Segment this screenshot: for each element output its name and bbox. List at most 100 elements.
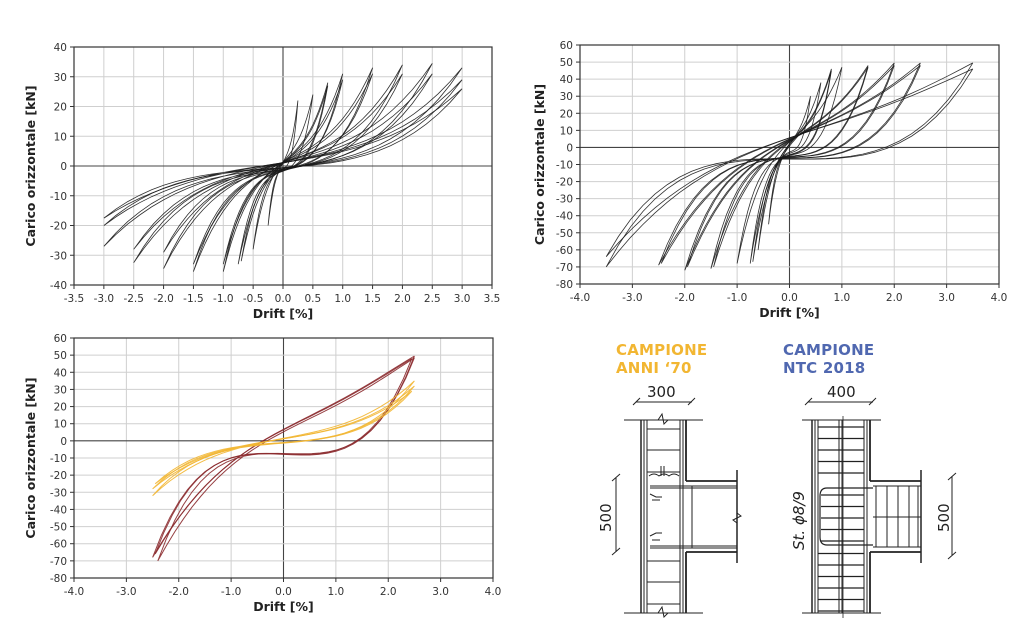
hysteresis-cycle xyxy=(193,67,373,272)
x-axis-label: Drift [%] xyxy=(253,599,314,614)
drawing-old-joint: 300 500 xyxy=(600,383,742,619)
hysteresis-cycle xyxy=(710,65,869,269)
y-tick-label: 50 xyxy=(54,350,67,362)
y-tick-label: -80 xyxy=(50,573,67,585)
y-tick-label: -10 xyxy=(556,160,573,172)
y-tick-label: -10 xyxy=(50,453,67,465)
y-tick-label: 30 xyxy=(560,91,573,103)
y-tick-label: -50 xyxy=(50,522,67,534)
y-tick-label: 10 xyxy=(560,125,573,137)
x-tick-label: -3.0 xyxy=(94,293,115,305)
y-tick-label: -40 xyxy=(50,504,67,516)
y-tick-label: -30 xyxy=(50,487,67,499)
x-tick-label: -1.0 xyxy=(221,586,242,598)
hysteresis-cycle xyxy=(768,96,811,225)
y-tick-label: 50 xyxy=(560,57,573,69)
chart-top-left: -3.5 -3.0 -2.5 -2.0 -1.5 -1.0 -0.5 0.0 0.5 1.0 1.5… xyxy=(23,42,500,321)
hysteresis-cycle xyxy=(222,79,344,265)
hysteresis-cycle xyxy=(713,66,869,268)
y-tick-label: -20 xyxy=(556,177,573,189)
y-tick-label: -20 xyxy=(50,221,67,233)
y-axis-label: Carico orizzontale [kN] xyxy=(23,377,38,538)
sample-old-heading: CAMPIONE ANNI ‘70 xyxy=(616,341,707,377)
y-tick-label: -80 xyxy=(556,279,573,291)
hysteresis-cycle xyxy=(605,62,974,268)
hysteresis-cycle xyxy=(222,73,344,272)
series-0 xyxy=(605,62,974,271)
y-tick-label: -60 xyxy=(556,245,573,257)
chart-bottom-left: -4.0 -3.0 -2.0 -1.0 0.0 1.0 2.0 3.0 4.0 -80 -70 -60… xyxy=(23,333,502,614)
x-tick-label: -1.5 xyxy=(183,293,204,305)
x-tick-label: -0.5 xyxy=(243,293,264,305)
hysteresis-cycle xyxy=(152,355,415,558)
plot-frame xyxy=(579,44,1000,285)
chart-top-right: -4.0 -3.0 -2.0 -1.0 0.0 1.0 2.0 3.0 4.0 -80 -70 -60… xyxy=(532,40,1008,320)
x-tick-label: 4.0 xyxy=(991,292,1008,304)
y-tick-label: -30 xyxy=(50,250,67,262)
x-axis-label: Drift [%] xyxy=(759,305,820,320)
y-tick-label: -10 xyxy=(50,191,67,203)
y-tick-label: -70 xyxy=(50,556,67,568)
y-tick-label: -70 xyxy=(556,262,573,274)
hysteresis-cycle xyxy=(687,65,895,268)
drawing-new-joint: 400 500 St. ϕ8/9 xyxy=(790,383,957,618)
hysteresis-cycle xyxy=(163,73,403,253)
series-1 xyxy=(152,380,415,497)
hysteresis-cycle xyxy=(658,62,921,266)
y-tick-label: -30 xyxy=(556,194,573,206)
x-tick-label: 1.5 xyxy=(364,293,381,305)
y-tick-label: -20 xyxy=(50,470,67,482)
hysteresis-cycle xyxy=(267,100,299,226)
x-tick-label: -1.0 xyxy=(727,292,748,304)
y-tick-label: 0 xyxy=(60,161,67,173)
x-tick-label: -3.0 xyxy=(622,292,643,304)
x-tick-label: 4.0 xyxy=(485,586,502,598)
y-tick-label: 60 xyxy=(54,333,67,345)
sample-new-heading: CAMPIONE NTC 2018 xyxy=(783,341,874,377)
plot-frame xyxy=(73,46,493,286)
x-tick-label: -2.0 xyxy=(675,292,696,304)
stirrup-label: St. ϕ8/9 xyxy=(790,491,808,550)
y-tick-label: 10 xyxy=(54,131,67,143)
x-tick-label: 3.0 xyxy=(454,293,471,305)
x-tick-label: 1.0 xyxy=(834,292,851,304)
hysteresis-cycle xyxy=(103,88,463,219)
hysteresis-cycle xyxy=(660,65,921,264)
dim-height-new: 500 xyxy=(935,503,953,532)
x-tick-label: 0.5 xyxy=(305,293,322,305)
x-tick-label: 2.0 xyxy=(394,293,411,305)
hysteresis-cycle xyxy=(154,390,413,485)
x-tick-label: 2.0 xyxy=(380,586,397,598)
y-tick-label: 0 xyxy=(60,436,67,448)
hysteresis-cycle xyxy=(237,82,329,265)
x-tick-label: -1.0 xyxy=(213,293,234,305)
y-tick-label: 60 xyxy=(560,40,573,52)
y-tick-label: 40 xyxy=(54,42,67,54)
y-axis-label: Carico orizzontale [kN] xyxy=(532,84,547,245)
y-tick-label: 10 xyxy=(54,419,67,431)
plot-frame xyxy=(73,337,494,579)
x-tick-label: -4.0 xyxy=(64,586,85,598)
hysteresis-cycle xyxy=(133,73,433,250)
x-tick-label: 2.5 xyxy=(424,293,441,305)
y-tick-label: 20 xyxy=(54,402,67,414)
x-tick-label: 3.0 xyxy=(432,586,449,598)
y-axis-label: Carico orizzontale [kN] xyxy=(23,85,38,246)
hysteresis-cycle xyxy=(103,67,463,247)
y-tick-label: 30 xyxy=(54,72,67,84)
dim-width-new: 400 xyxy=(827,383,856,401)
hysteresis-cycle xyxy=(605,68,974,257)
y-tick-label: -40 xyxy=(50,280,67,292)
series-0 xyxy=(103,63,463,272)
hysteresis-cycle xyxy=(154,358,413,555)
x-tick-label: -4.0 xyxy=(570,292,591,304)
dim-height-old: 500 xyxy=(600,503,615,532)
hysteresis-cycle xyxy=(757,82,822,250)
hysteresis-cycle xyxy=(736,67,843,264)
x-tick-label: 0.0 xyxy=(781,292,798,304)
x-tick-label: 0.0 xyxy=(275,586,292,598)
hysteresis-cycle xyxy=(193,73,373,265)
y-tick-label: -50 xyxy=(556,228,573,240)
x-tick-label: 3.0 xyxy=(938,292,955,304)
x-tick-label: -2.5 xyxy=(123,293,144,305)
